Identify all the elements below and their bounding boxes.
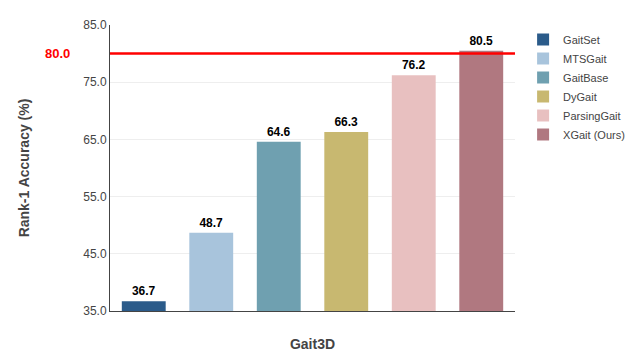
svg-text:80.5: 80.5: [469, 34, 493, 48]
svg-text:80.0: 80.0: [45, 46, 70, 61]
svg-text:Rank-1 Accuracy (%): Rank-1 Accuracy (%): [16, 99, 32, 238]
svg-text:Gait3D: Gait3D: [290, 336, 335, 352]
svg-text:64.6: 64.6: [267, 125, 291, 139]
svg-text:85.0: 85.0: [83, 18, 107, 32]
svg-text:76.2: 76.2: [402, 58, 426, 72]
svg-text:ParsingGait: ParsingGait: [563, 110, 620, 122]
svg-text:DyGait: DyGait: [563, 91, 597, 103]
svg-text:45.0: 45.0: [83, 247, 107, 261]
svg-text:35.0: 35.0: [83, 304, 107, 318]
svg-text:GaitSet: GaitSet: [563, 34, 600, 46]
svg-text:48.7: 48.7: [199, 216, 223, 230]
svg-text:55.0: 55.0: [83, 190, 107, 204]
svg-text:MTSGait: MTSGait: [563, 53, 606, 65]
svg-text:66.3: 66.3: [334, 115, 358, 129]
svg-text:XGait (Ours): XGait (Ours): [563, 129, 625, 141]
svg-text:75.0: 75.0: [83, 75, 107, 89]
svg-text:GaitBase: GaitBase: [563, 72, 608, 84]
svg-text:36.7: 36.7: [132, 284, 156, 298]
svg-text:65.0: 65.0: [83, 133, 107, 147]
